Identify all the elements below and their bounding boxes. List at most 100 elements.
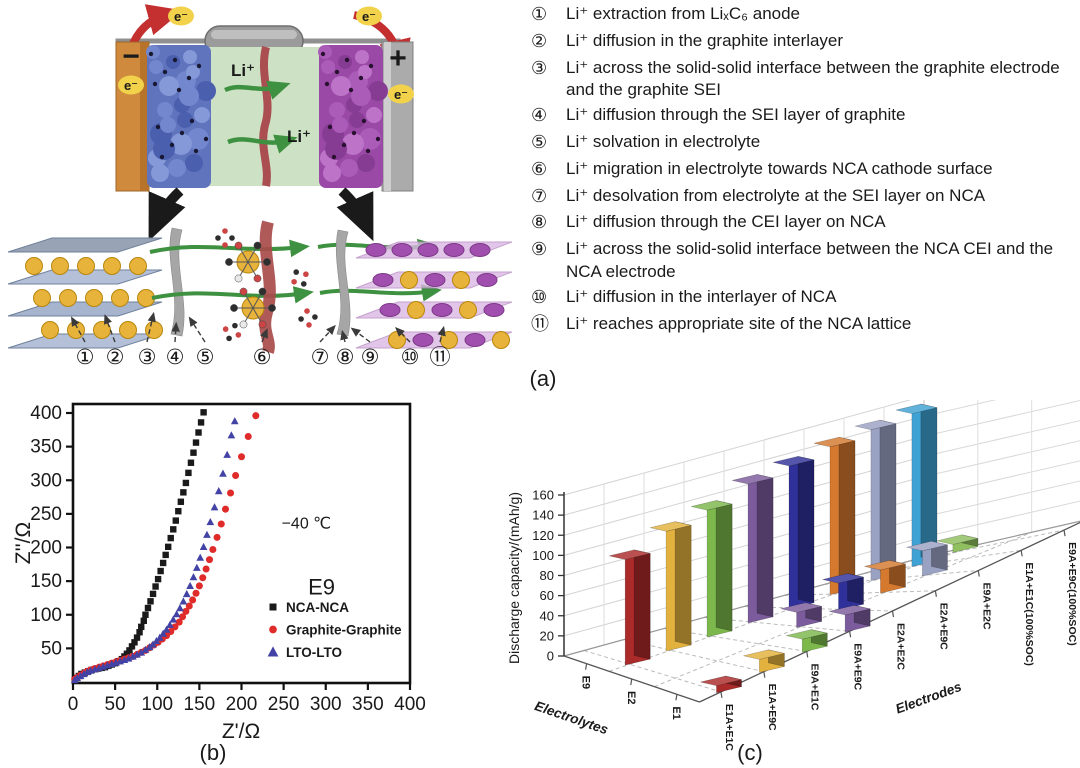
svg-text:200: 200 (30, 538, 62, 559)
bar-E2A+E9C-E2 (864, 560, 906, 594)
process-step-item: ⑪ Li⁺ reaches appropriate site of the NCA… (531, 313, 1080, 337)
step-number: ④ (531, 105, 548, 126)
li-path-arrow-2 (151, 286, 314, 304)
electron-label: e⁻ (124, 78, 138, 93)
bar-E9A+E9C-E1 (829, 604, 871, 633)
bar-E1A+E1C(100%SOC)-E9 (895, 403, 938, 567)
process-steps-list: ① Li⁺ extraction from LiₓC₆ anode ② Li⁺ dif… (531, 3, 1080, 340)
step-number: ⑤ (531, 132, 548, 153)
anode-current-collector: − (115, 40, 150, 192)
electrodes-axis-label: Electrodes (893, 679, 963, 717)
svg-text:50: 50 (105, 694, 126, 715)
sei-layer (169, 227, 185, 337)
li-arrow-lower (227, 134, 298, 154)
bar-E2A+E2C-E9 (772, 455, 815, 610)
cathode-particles (318, 45, 388, 182)
svg-text:40: 40 (540, 608, 554, 623)
x-axis-label: Z'/Ω (222, 720, 260, 743)
svg-text:80: 80 (540, 568, 554, 583)
svg-text:60: 60 (540, 588, 554, 603)
process-step-item: ⑩ Li⁺ diffusion in the interlayer of NCA (531, 286, 1080, 310)
discharge-capacity-bar3d: 0 20 40 60 80 100 120 140 160 Discharge capacity/… (506, 400, 1080, 751)
bar-E9A+E2C-E9 (854, 419, 897, 582)
bar-E1A+E1C-E1 (700, 675, 742, 694)
svg-text:50: 50 (41, 638, 62, 659)
caption-b: (b) (199, 740, 227, 765)
svg-text:300: 300 (310, 694, 342, 715)
li-ion-label-lower: Li⁺ (287, 127, 311, 146)
electrode-tick-label: E9A+E9C(100%SOC) (1066, 542, 1078, 646)
series-LTO-LTO (70, 417, 239, 684)
graphite-anode (146, 45, 216, 188)
step-number-6: ⑥ (253, 346, 272, 369)
caption-c: (c) (737, 740, 763, 765)
annotation-temperature: −40 ℃ (282, 516, 332, 533)
electrode-tick-label: E2A+E9C (937, 603, 949, 650)
step-text: Li⁺ solvation in electrolyte (566, 132, 761, 152)
step-number-row: ① ② ③ ④ ⑤ ⑥ ⑦ ⑧ ⑨ ⑩ ⑪ (76, 346, 451, 369)
step-text: Li⁺ desolvation from electrolyte at the … (566, 185, 986, 205)
electrolyte-tick-label: E9 (580, 676, 592, 689)
step-number-1: ① (76, 346, 95, 369)
electrolytes-axis-label: Electrolytes (533, 698, 611, 737)
cathode-current-collector: + (381, 41, 414, 192)
legend-label: LTO-LTO (286, 645, 342, 660)
svg-text:160: 160 (532, 488, 554, 503)
step-text: Li⁺ migration in electrolyte towards NCA… (566, 158, 993, 178)
svg-text:400: 400 (30, 403, 62, 424)
nca-particles (365, 243, 510, 349)
li-path-arrow-4 (319, 284, 442, 302)
svg-text:0: 0 (68, 694, 79, 715)
bar-E1A+E9C-E9 (650, 521, 692, 652)
process-step-item: ⑤ Li⁺ solvation in electrolyte (531, 131, 1080, 155)
step-number: ② (531, 30, 548, 51)
nyquist-plot-panel: 0 50 100 150 200 250 300 350 400 50 100 150 200 250 30… (10, 393, 450, 745)
bar-E9A+E9C-E2 (780, 602, 822, 628)
step-number: ⑨ (531, 239, 548, 260)
process-step-item: ⑦ Li⁺ desolvation from electrolyte at the… (531, 185, 1080, 209)
step-number: ① (531, 4, 548, 24)
process-step-item: ⑨ Li⁺ across the solid-solid interface be… (531, 238, 1080, 283)
svg-text:140: 140 (532, 508, 554, 523)
electron-badges: e⁻ e⁻ e⁻ e⁻ (118, 6, 414, 104)
bar-E9A+E1C-E1 (786, 629, 828, 653)
nca-cathode (318, 45, 388, 188)
separator-zoomed (259, 220, 276, 354)
capacity-axis-label: Discharge capacity/(mAh/g) (506, 492, 522, 664)
step-number: ⑪ (531, 313, 549, 334)
svg-text:120: 120 (532, 528, 554, 543)
nyquist-plot: 0 50 100 150 200 250 300 350 400 50 100 150 200 250 30… (12, 402, 426, 743)
cathode-sign: + (389, 42, 407, 75)
svg-text:250: 250 (30, 504, 62, 525)
step-text: Li⁺ diffusion in the interlayer of NCA (566, 287, 837, 306)
lithium-spheres-graphite (25, 257, 163, 339)
battery-schematic: − + Li⁺ Li⁺ e⁻ e⁻ e⁻ e⁻ (7, 4, 513, 369)
process-step-item: ① Li⁺ extraction from LiₓC₆ anode (531, 3, 1080, 27)
annotation-cell-id: E9 (308, 575, 335, 600)
legend-label: NCA-NCA (286, 600, 349, 615)
step-pointer-arrows (70, 311, 446, 343)
step-number-9: ⑨ (361, 346, 380, 369)
step-number-7: ⑦ (311, 346, 330, 369)
process-step-item: ② Li⁺ diffusion in the graphite interlaye… (531, 30, 1080, 54)
svg-text:150: 150 (184, 694, 216, 715)
step-text: Li⁺ diffusion through the CEI layer on N… (566, 212, 886, 232)
step-number-8: ⑧ (336, 346, 355, 369)
electron-label: e⁻ (394, 87, 408, 102)
step-number: ⑥ (531, 158, 548, 179)
li-arrow-upper (224, 80, 291, 100)
graphite-lattice (7, 237, 163, 349)
separator (259, 46, 272, 187)
electrode-tick-label: E9A+E1C (809, 663, 821, 710)
electrode-tick-label: E1A+E9C (766, 684, 778, 731)
process-step-item: ③ Li⁺ across the solid-solid interface be… (531, 57, 1080, 102)
step-number: ⑧ (531, 212, 548, 233)
bar-E9A+E9C-E9 (731, 474, 774, 624)
solvated-li-molecules (215, 228, 318, 342)
svg-text:150: 150 (30, 571, 62, 592)
svg-text:100: 100 (30, 605, 62, 626)
step-number: ⑦ (531, 185, 548, 206)
anode-particles (146, 45, 216, 182)
svg-text:400: 400 (394, 694, 426, 715)
electrode-tick-label: E9A+E2C (980, 583, 992, 630)
